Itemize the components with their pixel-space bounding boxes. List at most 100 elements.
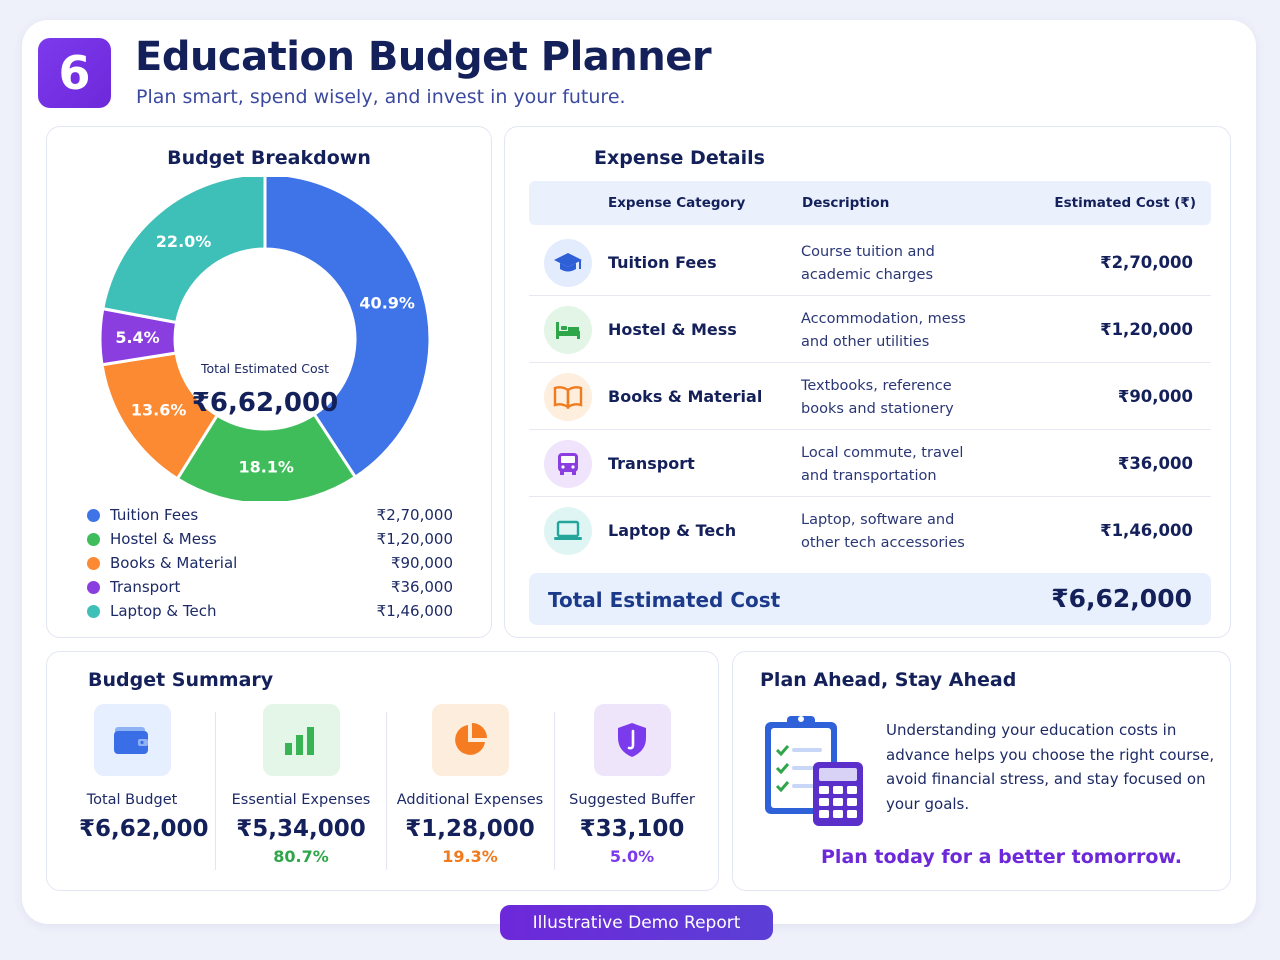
- laptop-icon: [544, 507, 592, 555]
- slice-label-transport: 5.4%: [115, 328, 159, 347]
- summary-total-budget: Total Budget ₹6,62,000: [79, 704, 209, 842]
- slice-label-laptop-tech: 22.0%: [156, 232, 212, 251]
- summary-percent: 5.0%: [609, 847, 655, 866]
- breakdown-title: Budget Breakdown: [167, 147, 371, 169]
- table-row: Transport Local commute, travel and trans…: [529, 430, 1211, 497]
- row-description: Accommodation, mess and other utilities: [801, 311, 966, 350]
- budget-breakdown-card: Budget Breakdown 40.9% 18.1% 13.6% 5.4% 22.0…: [46, 126, 492, 638]
- row-name: Hostel & Mess: [608, 320, 737, 339]
- page-title: Education Budget Planner: [135, 34, 712, 80]
- legend-label: Hostel & Mess: [110, 530, 217, 548]
- legend-value: ₹90,000: [390, 554, 453, 572]
- summary-label: Suggested Buffer: [569, 792, 695, 808]
- legend-value: ₹1,46,000: [376, 602, 453, 620]
- summary-label: Essential Expenses: [231, 792, 371, 808]
- legend-swatch: [87, 604, 100, 618]
- slice-label-tuition-fees: 40.9%: [359, 294, 415, 313]
- summary-essential-expenses: Essential Expenses ₹5,34,000 80.7%: [227, 704, 375, 866]
- table-row: Tuition Fees Course tuition and academic …: [529, 229, 1211, 296]
- donut-center-label: Total Estimated Cost: [200, 361, 329, 376]
- row-cost: ₹1,20,000: [1100, 320, 1193, 339]
- page-subtitle: Plan smart, spend wisely, and invest in …: [136, 86, 626, 108]
- summary-value: ₹33,100: [579, 816, 685, 842]
- table-header: Expense Category Description Estimated C…: [529, 181, 1211, 225]
- summary-suggested-buffer: Suggested Buffer ₹33,100 5.0%: [563, 704, 701, 866]
- book-icon: [544, 373, 592, 421]
- plan-ahead-card: Plan Ahead, Stay Ahead Understanding you…: [732, 651, 1231, 891]
- slice-label-books-material: 13.6%: [131, 400, 187, 419]
- clipboard-calculator-icon: [765, 716, 863, 826]
- total-cost-bar: Total Estimated Cost ₹6,62,000: [529, 573, 1211, 625]
- header-cost: Estimated Cost (₹): [1054, 195, 1196, 211]
- total-cost-label: Total Estimated Cost: [548, 588, 781, 612]
- row-name: Transport: [608, 454, 695, 473]
- row-description: Course tuition and academic charges: [801, 244, 935, 283]
- slice-tuition-fees: [263, 177, 432, 480]
- budget-summary-card: Budget Summary Total Budget ₹6,62,000 Es…: [46, 651, 719, 891]
- legend-swatch: [87, 508, 100, 522]
- demo-report-badge: Illustrative Demo Report: [500, 905, 773, 940]
- summary-divider: [215, 712, 216, 870]
- legend-value: ₹2,70,000: [376, 506, 453, 524]
- wallet-icon: [93, 704, 171, 776]
- total-cost-value: ₹6,62,000: [1051, 584, 1192, 613]
- summary-value: ₹6,62,000: [79, 816, 209, 842]
- summary-divider: [554, 712, 555, 870]
- table-row: Books & Material Textbooks, reference boo…: [529, 363, 1211, 430]
- legend-swatch: [87, 580, 100, 594]
- row-cost: ₹90,000: [1117, 387, 1193, 406]
- legend-item-books-material: Books & Material ₹90,000: [87, 551, 453, 575]
- legend-label: Laptop & Tech: [110, 602, 217, 620]
- graduation-cap-icon: [544, 239, 592, 287]
- summary-title: Budget Summary: [88, 669, 274, 691]
- bus-icon: [544, 440, 592, 488]
- legend-item-tuition-fees: Tuition Fees ₹2,70,000: [87, 503, 453, 527]
- row-cost: ₹2,70,000: [1100, 253, 1193, 272]
- summary-percent: 80.7%: [273, 847, 329, 866]
- shield-icon: [593, 704, 671, 776]
- row-name: Tuition Fees: [608, 253, 717, 272]
- legend-label: Transport: [110, 578, 181, 596]
- row-description: Textbooks, reference books and stationery: [801, 378, 954, 417]
- header-category: Expense Category: [608, 195, 746, 211]
- legend-item-hostel-mess: Hostel & Mess ₹1,20,000: [87, 527, 453, 551]
- legend-label: Tuition Fees: [110, 506, 199, 524]
- summary-value: ₹1,28,000: [405, 816, 535, 842]
- summary-additional-expenses: Additional Expenses ₹1,28,000 19.3%: [395, 704, 545, 866]
- chart-legend: Tuition Fees ₹2,70,000 Hostel & Mess ₹1,20,…: [87, 503, 453, 623]
- legend-swatch: [87, 556, 100, 570]
- legend-item-transport: Transport ₹36,000: [87, 575, 453, 599]
- row-name: Books & Material: [608, 387, 763, 406]
- slice-laptop-tech: [101, 177, 267, 325]
- summary-value: ₹5,34,000: [236, 816, 366, 842]
- expense-table: Tuition Fees Course tuition and academic …: [529, 229, 1211, 564]
- plan-tagline: Plan today for a better tomorrow.: [821, 846, 1182, 868]
- section-number-badge: 6: [38, 38, 111, 108]
- budget-donut-chart: 40.9% 18.1% 13.6% 5.4% 22.0% Total Estimated…: [98, 177, 432, 501]
- row-cost: ₹1,46,000: [1100, 521, 1193, 540]
- pie-chart-icon: [431, 704, 509, 776]
- plan-description: Understanding your education costs in ad…: [886, 721, 1215, 813]
- row-description: Laptop, software and other tech accessori…: [801, 512, 965, 551]
- legend-label: Books & Material: [110, 554, 238, 572]
- bed-icon: [544, 306, 592, 354]
- row-cost: ₹36,000: [1117, 454, 1193, 473]
- plan-title: Plan Ahead, Stay Ahead: [760, 669, 1017, 691]
- summary-divider: [386, 712, 387, 870]
- row-description: Local commute, travel and transportation: [801, 445, 964, 484]
- summary-label: Total Budget: [86, 792, 178, 808]
- table-row: Laptop & Tech Laptop, software and other …: [529, 497, 1211, 564]
- summary-percent: 19.3%: [442, 847, 498, 866]
- slice-hostel-mess: [175, 412, 358, 501]
- slice-label-hostel-mess: 18.1%: [238, 457, 294, 476]
- legend-value: ₹36,000: [390, 578, 453, 596]
- row-name: Laptop & Tech: [608, 521, 737, 540]
- legend-swatch: [87, 532, 100, 546]
- details-title: Expense Details: [594, 147, 765, 169]
- legend-item-laptop-tech: Laptop & Tech ₹1,46,000: [87, 599, 453, 623]
- summary-label: Additional Expenses: [396, 792, 544, 808]
- header-description: Description: [802, 195, 890, 211]
- donut-center-value: ₹6,62,000: [192, 388, 338, 418]
- bar-chart-icon: [262, 704, 340, 776]
- table-row: Hostel & Mess Accommodation, mess and oth…: [529, 296, 1211, 363]
